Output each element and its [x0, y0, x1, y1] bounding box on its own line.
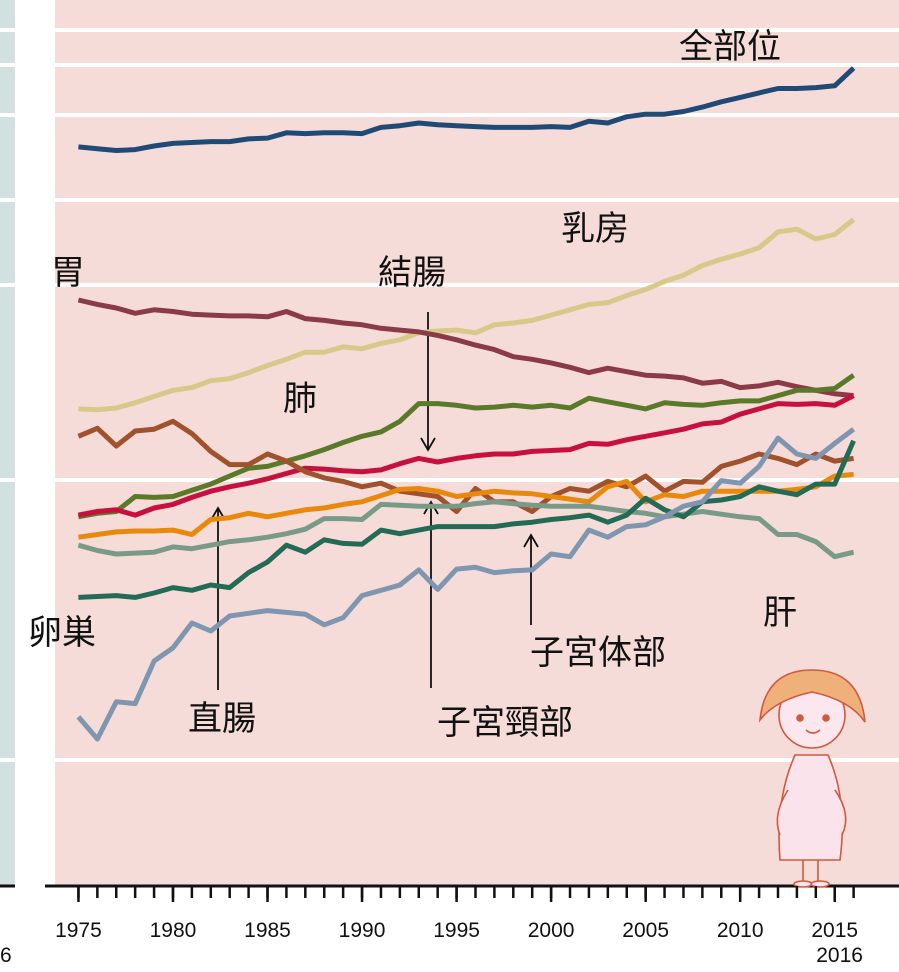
series-line — [78, 439, 856, 600]
series-label: 子宮体部 — [530, 633, 666, 673]
series-label: 直腸 — [188, 699, 256, 739]
series-line — [77, 373, 856, 520]
series-label: 肺 — [283, 379, 317, 419]
left-panel-fragment: 6 — [0, 944, 12, 967]
series-label: 胃 — [51, 253, 85, 293]
series-label: 結腸 — [378, 253, 446, 293]
x-tick-label-last: 2016 — [816, 944, 863, 967]
series-line — [76, 427, 856, 742]
plot-background — [55, 0, 899, 885]
girl-illustration — [758, 669, 866, 888]
series-label: 乳房 — [561, 209, 629, 249]
x-tick-label: 1975 — [55, 919, 102, 942]
x-tick-label: 1990 — [339, 919, 386, 942]
left-panel — [0, 0, 15, 885]
series-line — [77, 499, 855, 560]
x-tick-label: 1985 — [244, 919, 291, 942]
series-line — [77, 418, 854, 514]
series-label: 子宮頸部 — [437, 703, 573, 743]
background-stripes — [0, 28, 899, 762]
series-line — [78, 471, 854, 540]
series-label: 全部位 — [679, 27, 781, 67]
series-line — [78, 217, 856, 413]
series-line — [77, 393, 855, 518]
x-tick-label: 2005 — [622, 919, 669, 942]
x-tick-label: 1980 — [150, 919, 197, 942]
x-tick-label: 2010 — [717, 919, 764, 942]
series-line — [78, 66, 856, 153]
x-tick-label: 2000 — [528, 919, 575, 942]
series-line — [77, 297, 854, 399]
x-tick-label: 1995 — [433, 919, 480, 942]
x-tick-label: 2015 — [811, 919, 858, 942]
series-label: 肝 — [763, 593, 797, 633]
series-label: 卵巣 — [28, 613, 96, 653]
